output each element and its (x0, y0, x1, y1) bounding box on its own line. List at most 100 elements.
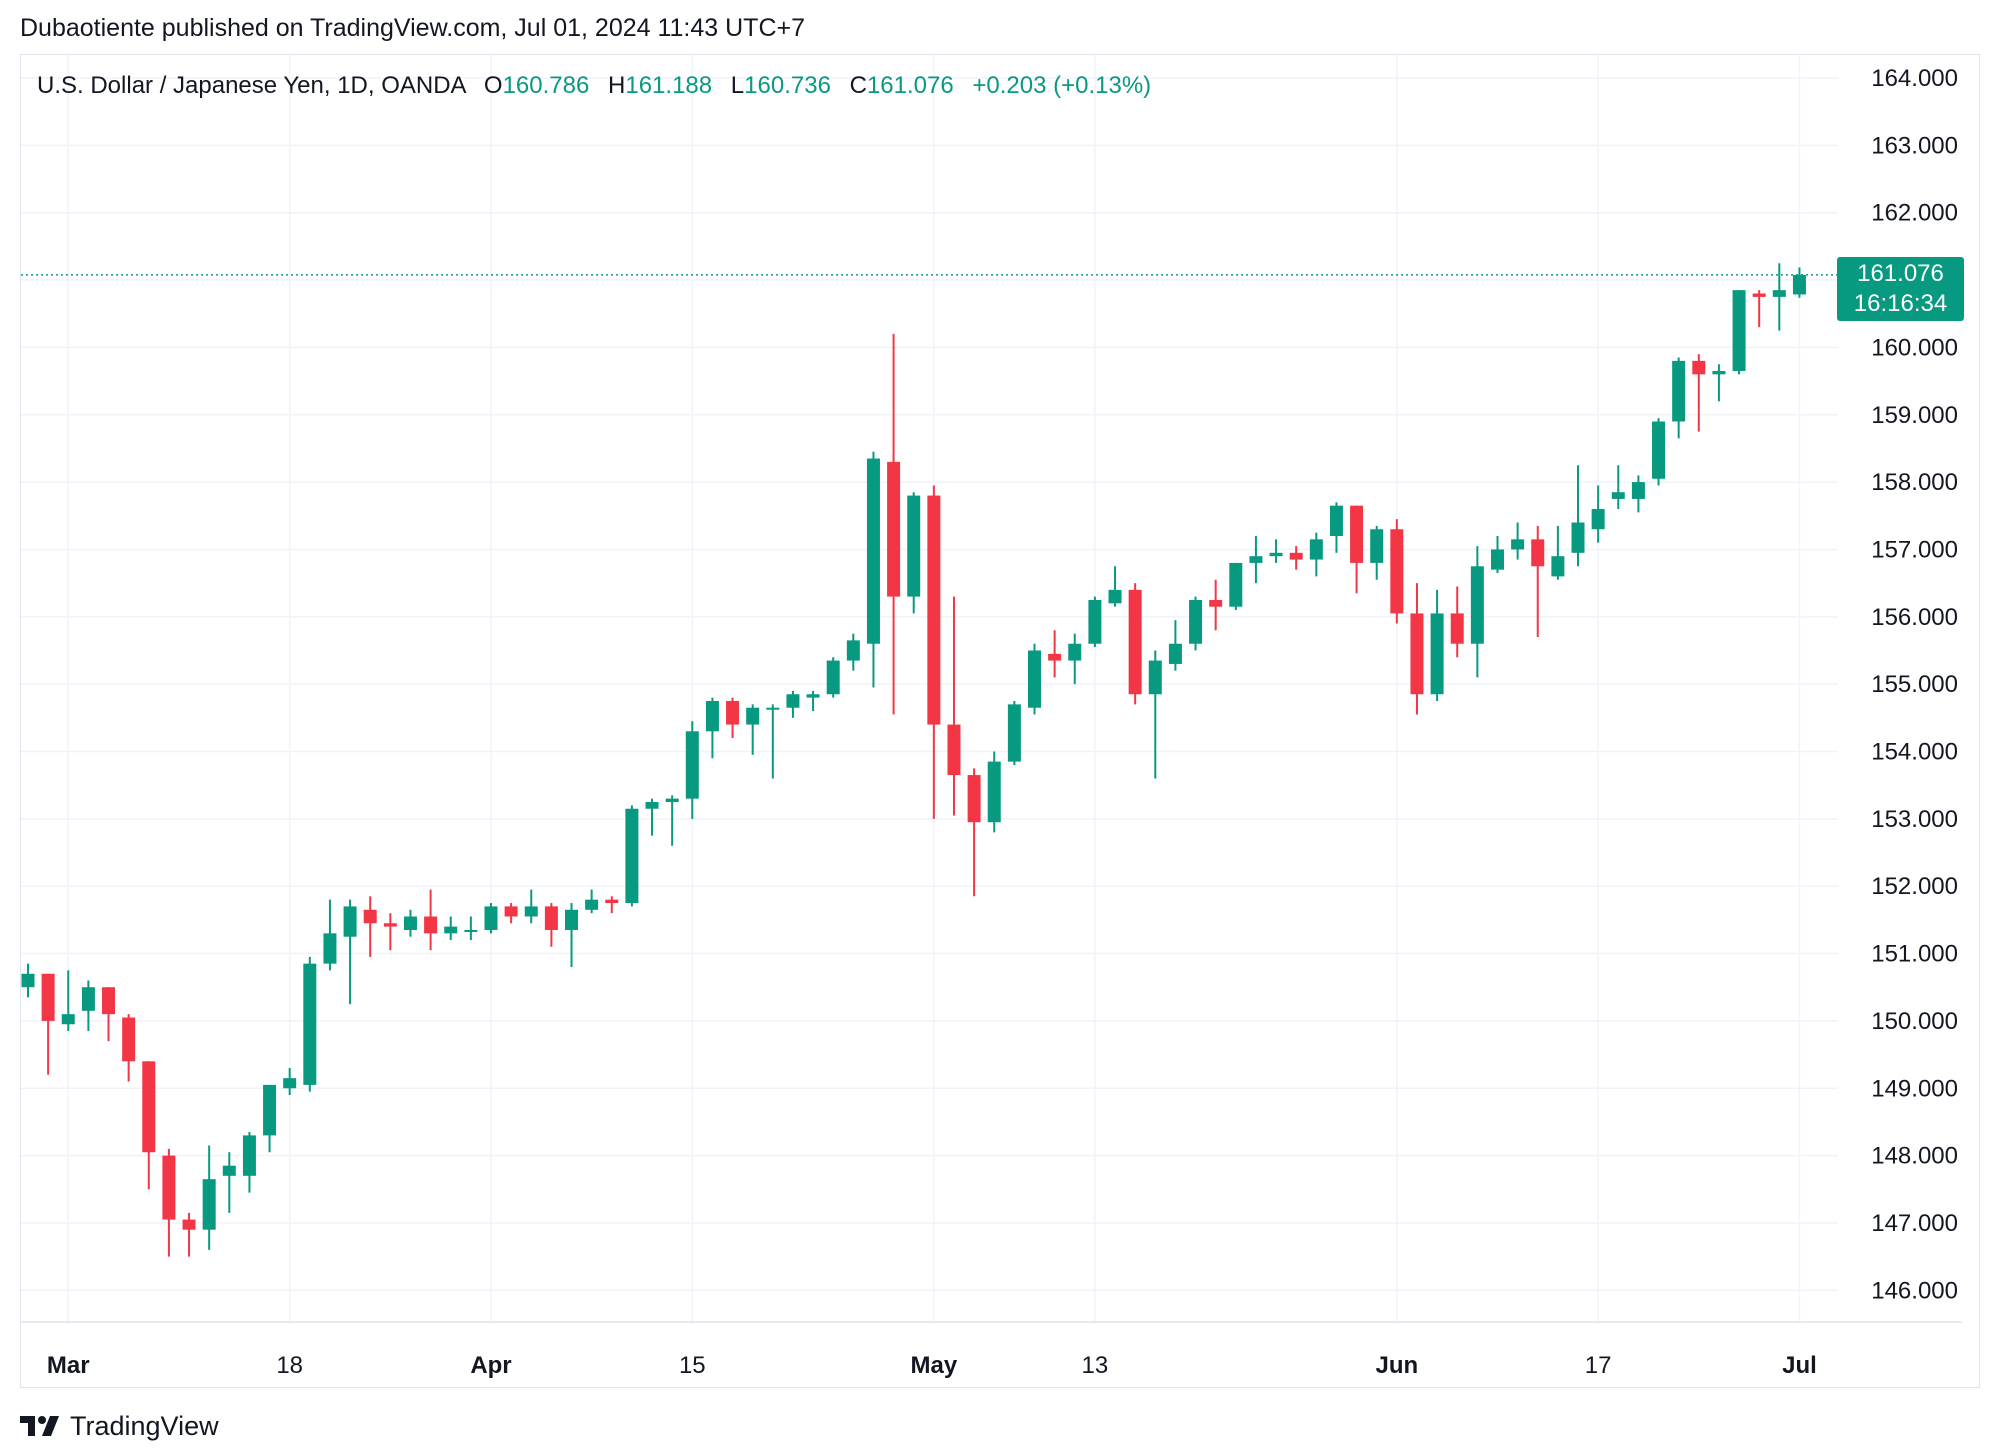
candle-body-up[interactable] (303, 963, 317, 1085)
candle-body-up[interactable] (1370, 529, 1384, 563)
candle-body-up[interactable] (1591, 509, 1605, 530)
candle-body-up[interactable] (907, 495, 921, 597)
candle-body-up[interactable] (705, 700, 719, 732)
candle-body-up[interactable] (1007, 704, 1021, 762)
time-tick-label: 18 (276, 1352, 303, 1379)
candle-body-up[interactable] (1732, 290, 1746, 371)
candle-body-up[interactable] (1672, 360, 1686, 422)
candle-body-up[interactable] (1148, 660, 1162, 695)
candle-body-up[interactable] (464, 929, 478, 932)
candle-body-down[interactable] (363, 909, 377, 924)
candle-body-up[interactable] (283, 1078, 297, 1089)
candle-body-down[interactable] (504, 906, 518, 917)
candle-body-up[interactable] (81, 987, 95, 1011)
candle-body-up[interactable] (263, 1084, 277, 1136)
candle-body-down[interactable] (102, 987, 116, 1015)
candle-body-up[interactable] (1269, 552, 1283, 557)
candle-body-down[interactable] (927, 495, 941, 725)
candle-body-down[interactable] (544, 906, 558, 930)
candle-body-up[interactable] (685, 731, 699, 799)
candle-body-down[interactable] (1752, 293, 1766, 297)
candle-body-down[interactable] (122, 1017, 136, 1062)
candle-body-down[interactable] (605, 899, 619, 904)
candle-body-up[interactable] (202, 1179, 216, 1230)
time-tick-label: 17 (1585, 1352, 1612, 1379)
candle-body-up[interactable] (1249, 556, 1263, 563)
candle-body-up[interactable] (1309, 539, 1323, 560)
candle-body-down[interactable] (182, 1219, 196, 1230)
candle-body-up[interactable] (585, 899, 599, 910)
candle-body-down[interactable] (947, 724, 961, 776)
candle-body-down[interactable] (1128, 589, 1142, 695)
candle-body-down[interactable] (887, 461, 901, 597)
candle-body-up[interactable] (826, 660, 840, 695)
tradingview-brand[interactable]: TradingView (20, 1408, 219, 1444)
candle-body-up[interactable] (1551, 556, 1565, 577)
candle-body-up[interactable] (524, 906, 538, 917)
chart-panel[interactable] (20, 54, 1980, 1388)
candle-body-up[interactable] (746, 707, 760, 725)
candle-body-up[interactable] (222, 1165, 236, 1176)
candle-body-up[interactable] (1189, 599, 1203, 644)
candle-body-down[interactable] (967, 775, 981, 823)
candle-body-up[interactable] (645, 802, 659, 809)
candle-body-up[interactable] (846, 640, 860, 661)
candle-body-down[interactable] (726, 700, 740, 725)
price-tick-label: 160.000 (1871, 334, 1958, 361)
candle-body-up[interactable] (1430, 613, 1444, 695)
candle-body-up[interactable] (1108, 589, 1122, 604)
candle-body-down[interactable] (142, 1061, 156, 1153)
candle-body-down[interactable] (1450, 613, 1464, 644)
open-label: O (483, 72, 503, 99)
candle-body-up[interactable] (565, 909, 579, 930)
candle-body-up[interactable] (625, 808, 639, 904)
candle-body-up[interactable] (766, 707, 780, 710)
candle-body-up[interactable] (1168, 643, 1182, 664)
candle-body-down[interactable] (1390, 529, 1404, 614)
candle-body-up[interactable] (1652, 421, 1666, 479)
symbol-name[interactable]: U.S. Dollar / Japanese Yen, 1D, OANDA (37, 72, 466, 99)
candle-body-up[interactable] (484, 906, 498, 930)
candle-body-down[interactable] (424, 916, 438, 934)
candle-body-down[interactable] (1350, 505, 1364, 563)
candle-body-up[interactable] (1712, 370, 1726, 375)
candle-body-up[interactable] (1571, 522, 1585, 553)
candle-body-up[interactable] (21, 973, 35, 988)
candle-body-up[interactable] (866, 458, 880, 644)
candle-body-down[interactable] (383, 923, 397, 927)
time-tick-label: Mar (47, 1352, 90, 1379)
symbol-legend[interactable]: U.S. Dollar / Japanese Yen, 1D, OANDA O1… (37, 72, 1151, 100)
candle-body-down[interactable] (1531, 539, 1545, 567)
candle-body-down[interactable] (41, 973, 55, 1021)
candle-body-up[interactable] (403, 916, 417, 930)
candle-body-down[interactable] (162, 1155, 176, 1220)
candle-body-down[interactable] (1289, 552, 1303, 560)
candle-body-up[interactable] (343, 906, 357, 937)
time-tick-label: Jun (1376, 1352, 1419, 1379)
candle-body-up[interactable] (1792, 274, 1806, 295)
candle-body-down[interactable] (1410, 613, 1424, 695)
candle-body-up[interactable] (987, 761, 1001, 823)
candle-body-up[interactable] (1229, 562, 1243, 607)
candle-body-up[interactable] (1631, 482, 1645, 499)
candlestick-chart[interactable]: 164.000163.000162.000161.000160.000159.0… (0, 0, 1998, 1400)
candle-body-down[interactable] (1209, 599, 1223, 607)
candle-body-up[interactable] (444, 926, 458, 934)
candle-body-up[interactable] (1068, 643, 1082, 661)
candle-body-up[interactable] (1490, 549, 1504, 570)
candle-body-up[interactable] (1511, 539, 1525, 550)
candle-body-down[interactable] (1048, 653, 1062, 661)
candle-body-up[interactable] (1772, 290, 1786, 297)
candle-body-down[interactable] (1692, 360, 1706, 375)
candle-body-up[interactable] (806, 694, 820, 698)
candle-body-up[interactable] (1329, 505, 1343, 536)
candle-body-up[interactable] (61, 1014, 75, 1025)
candle-body-up[interactable] (1470, 566, 1484, 644)
candle-body-up[interactable] (1028, 650, 1041, 708)
candle-body-up[interactable] (786, 694, 800, 708)
candle-body-up[interactable] (1088, 599, 1102, 644)
candle-body-up[interactable] (665, 798, 679, 803)
candle-body-up[interactable] (1611, 492, 1625, 499)
candle-body-up[interactable] (323, 933, 337, 964)
candle-body-up[interactable] (242, 1135, 256, 1176)
